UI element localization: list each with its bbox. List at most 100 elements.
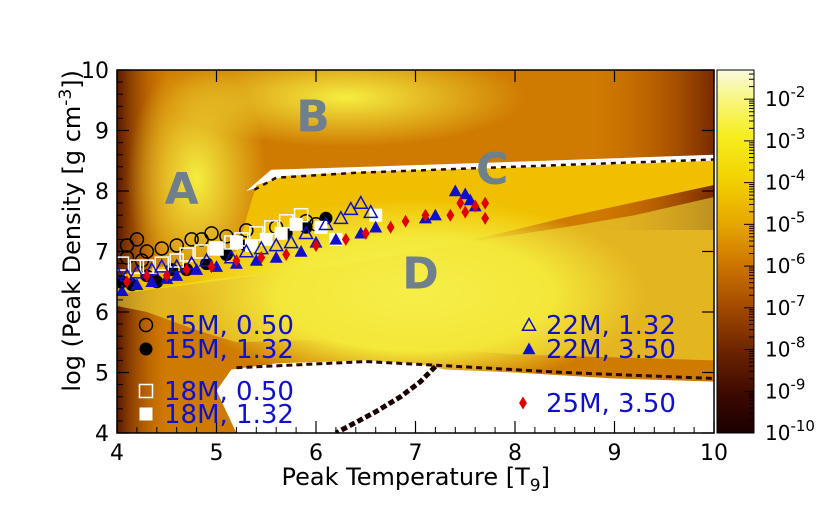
data-point [249, 254, 263, 266]
colorbar-tick-exp: -8 [790, 334, 805, 352]
region-labels: A B C D [165, 91, 509, 299]
legend-label: 15M, 1.32 [164, 335, 294, 365]
data-point [190, 263, 204, 275]
region-label-b: B [296, 91, 330, 142]
data-point [129, 232, 145, 247]
y-tick-label: 6 [95, 301, 109, 326]
colorbar-tick-exp: -9 [790, 375, 805, 393]
x-tick-label: 8 [508, 441, 522, 466]
colorbar-tick-base: 10 [765, 296, 790, 320]
x-axis-label-end: ] [541, 463, 550, 491]
colorbar-tick-exp: -3 [790, 125, 805, 143]
legend-label: 22M, 1.32 [546, 311, 676, 341]
heat-white-lower [216, 360, 714, 433]
data-point [144, 261, 160, 276]
data-point [210, 241, 223, 255]
y-tick-label: 9 [95, 120, 109, 145]
data-point [182, 263, 191, 277]
colorbar-tick-label: 10-2 [765, 83, 805, 111]
colorbar-tick-exp: -5 [790, 208, 805, 226]
data-point [204, 226, 219, 241]
x-axis-label: Peak Temperature [T9] [282, 463, 551, 496]
data-point [223, 249, 240, 264]
y-tick-label: 8 [95, 180, 109, 205]
data-point [274, 226, 288, 240]
data-point [481, 196, 490, 210]
x-tick-label: 4 [110, 441, 124, 466]
data-point [471, 199, 480, 213]
colorbar-tick-label: 10-9 [765, 375, 805, 403]
legend-marker [521, 316, 537, 331]
data-point [239, 223, 254, 238]
data-point [463, 193, 477, 206]
colorbar-gradient [717, 70, 754, 433]
data-markers [117, 184, 490, 297]
colorbar-tick-base: 10 [765, 254, 790, 278]
heat-white-ridge [246, 154, 714, 191]
data-point [401, 214, 410, 228]
colorbar-tick-label: 10-3 [765, 125, 805, 153]
colorbar-tick-base: 10 [765, 379, 790, 403]
legend-marker [138, 383, 154, 399]
heat-region-d-fill [117, 197, 714, 361]
data-point [282, 248, 291, 262]
legend-marker [522, 342, 536, 355]
data-point [456, 196, 465, 210]
colorbar-tick-label: 10-7 [765, 292, 805, 320]
colorbar-tick-exp: -6 [790, 250, 805, 268]
data-point [283, 234, 299, 249]
data-point [129, 264, 145, 279]
x-tick-label: 6 [309, 441, 323, 466]
y-tick-label: 4 [95, 422, 109, 447]
data-point [184, 232, 199, 247]
data-point [207, 260, 216, 274]
colorbar-tick-base: 10 [765, 212, 790, 236]
y-axis-label-sup: -3 [56, 89, 76, 106]
data-point [421, 208, 430, 222]
legend-entry: 18M, 0.50 [138, 377, 294, 407]
heat-upper-boundary [253, 158, 714, 191]
data-point [179, 247, 194, 262]
data-point [428, 208, 442, 221]
x-axis-label-text: Peak Temperature [T [282, 463, 531, 491]
legend-marker [519, 396, 527, 410]
y-tick-label: 7 [95, 241, 109, 266]
y-axis-label: log (Peak Density [g cm-3]) [56, 70, 86, 392]
colorbar-tick-exp: -2 [790, 83, 805, 101]
colorbar-tick-label: 10-8 [765, 334, 805, 362]
y-tick-label: 10 [81, 59, 109, 84]
heat-region-b-glow [165, 70, 526, 148]
data-point [130, 278, 144, 290]
colorbar-tick-base: 10 [765, 171, 790, 195]
y-axis-label-text: log (Peak Density [g cm [58, 106, 86, 392]
data-point [312, 238, 320, 252]
data-point [386, 220, 395, 234]
region-label-c: C [476, 144, 508, 195]
data-point [123, 275, 131, 289]
colorbar-tick-base: 10 [765, 129, 790, 153]
data-point [361, 226, 370, 240]
colorbar-tick-label: 10-5 [765, 208, 805, 236]
legend-marker [139, 407, 153, 421]
x-tick-label: 10 [700, 441, 728, 466]
data-point [458, 187, 472, 200]
legend-entry: 15M, 1.32 [139, 335, 294, 365]
data-point [154, 258, 170, 273]
data-point [169, 238, 184, 253]
legend-label: 18M, 1.32 [164, 400, 294, 430]
series-4 [117, 195, 379, 282]
colorbar-tick-exp: -10 [790, 417, 815, 435]
colorbar-tick-label: 10-4 [765, 167, 805, 195]
data-point [117, 256, 130, 271]
region-label-d: D [402, 249, 439, 300]
data-point [257, 251, 266, 265]
data-point [269, 251, 283, 263]
legend-label: 22M, 3.50 [546, 335, 676, 365]
data-point [117, 284, 129, 297]
data-point [183, 255, 200, 270]
data-point [142, 269, 151, 283]
